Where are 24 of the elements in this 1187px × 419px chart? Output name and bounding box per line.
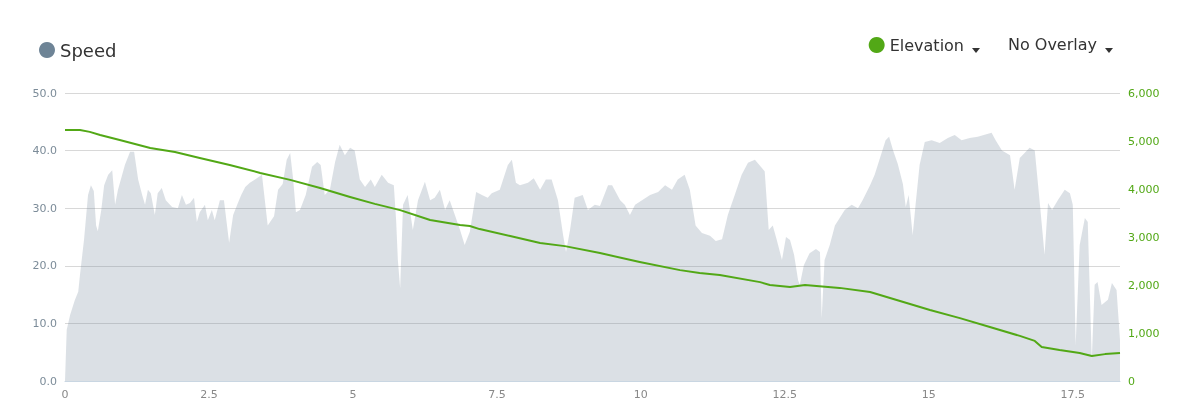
y2-tick-label: 1,000 — [1128, 326, 1160, 340]
x-tick-label: 12.5 — [772, 388, 798, 401]
y2-tick-label: 6,000 — [1128, 86, 1160, 100]
text: No Overlay — [1007, 34, 1097, 54]
x-tick-label: 7.5 — [488, 388, 506, 401]
y2-tick-label: 3,000 — [1128, 230, 1160, 244]
y2-tick-label: 5,000 — [1128, 134, 1160, 148]
y2-tick-label: 0 — [1128, 374, 1135, 388]
legend-label: Speed — [60, 39, 117, 61]
y-tick-label: 50.0 — [32, 86, 57, 100]
x-tick-label: 2.5 — [200, 388, 218, 401]
y-tick-label: 0.0 — [39, 374, 57, 388]
x-tick-label: 5 — [349, 388, 357, 401]
y-tick-label: 40.0 — [32, 144, 57, 158]
y2-tick-label: 4,000 — [1128, 182, 1160, 196]
y2-tick-label: 2,000 — [1128, 278, 1160, 292]
y-tick-label: 10.0 — [32, 316, 57, 330]
x-tick-label: 10 — [633, 388, 648, 401]
x-tick-label: 15 — [921, 388, 936, 401]
x-tick-label: 17.5 — [1060, 388, 1086, 401]
y-tick-label: 20.0 — [32, 259, 57, 273]
y-tick-label: 30.0 — [32, 201, 57, 215]
legend-label: Elevation — [889, 35, 965, 55]
x-tick-label: 0 — [61, 388, 69, 401]
